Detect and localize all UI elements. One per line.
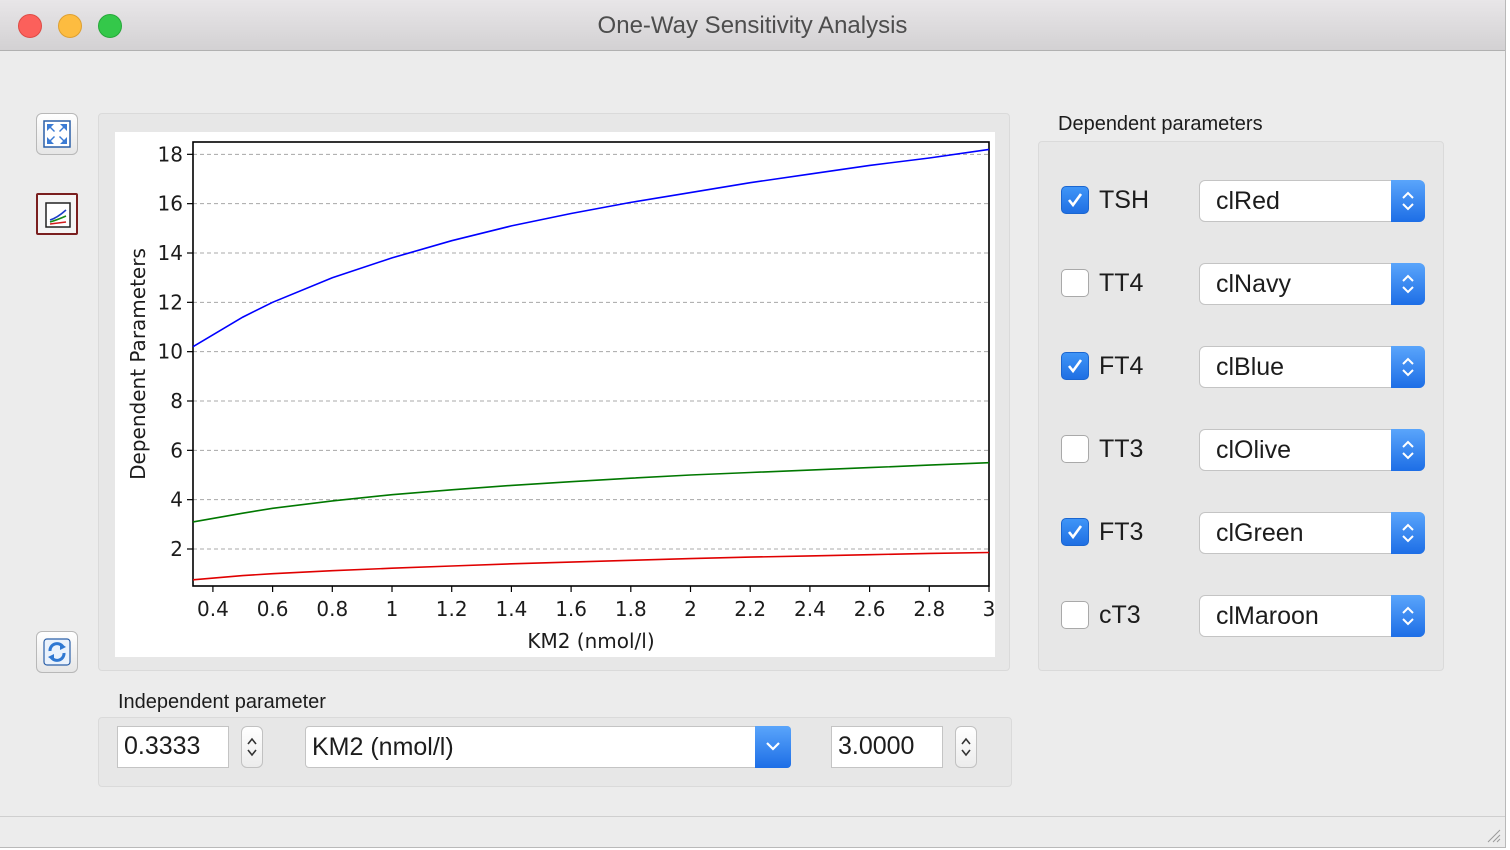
minimize-window-button[interactable] bbox=[58, 14, 82, 38]
x-tick-label: 2.2 bbox=[734, 597, 766, 621]
min-value-stepper[interactable] bbox=[241, 726, 263, 768]
zoom-window-button[interactable] bbox=[98, 14, 122, 38]
dependent-row-tsh: TSH clRed bbox=[1039, 180, 1443, 222]
checkbox-ft4[interactable] bbox=[1061, 352, 1089, 380]
color-select-value: clBlue bbox=[1216, 353, 1285, 381]
independent-parameter-value: KM2 (nmol/l) bbox=[312, 733, 454, 761]
stepper-icon bbox=[247, 737, 257, 757]
independent-parameter-panel: 0.3333 KM2 (nmol/l) 3.0000 bbox=[98, 717, 1012, 787]
chart-icon bbox=[45, 202, 71, 228]
checkbox-tt3[interactable] bbox=[1061, 435, 1089, 463]
chevron-down-icon bbox=[755, 726, 791, 768]
color-select-ft4[interactable]: clBlue bbox=[1199, 346, 1425, 388]
color-select-value: clOlive bbox=[1216, 436, 1292, 464]
checkmark-icon bbox=[1067, 359, 1083, 374]
x-tick-label: 1.6 bbox=[555, 597, 587, 621]
close-window-button[interactable] bbox=[18, 14, 42, 38]
title-bar: One-Way Sensitivity Analysis bbox=[0, 0, 1505, 51]
chart-view-button[interactable] bbox=[36, 193, 78, 235]
checkbox-ct3[interactable] bbox=[1061, 601, 1089, 629]
chart-canvas: 2 4 6 8 10 12 14 16 18 0.4 0.6 0.8 1 1.2 1.4 1.6 1.8 2 2.2… bbox=[115, 132, 995, 657]
dependent-row-ft3: FT3 clGreen bbox=[1039, 512, 1443, 554]
independent-parameter-select[interactable]: KM2 (nmol/l) bbox=[305, 726, 791, 768]
series-line-0 bbox=[192, 148, 990, 348]
fullscreen-button[interactable] bbox=[36, 113, 78, 155]
plot-frame bbox=[192, 141, 990, 587]
dependent-row-tt4: TT4 clNavy bbox=[1039, 263, 1443, 305]
chart-panel: 2 4 6 8 10 12 14 16 18 0.4 0.6 0.8 1 1.2 1.4 1.6 1.8 2 2.2… bbox=[98, 113, 1010, 671]
dependent-parameters-label: Dependent parameters bbox=[1058, 113, 1263, 135]
dependent-row-tt3: TT3 clOlive bbox=[1039, 429, 1443, 471]
color-select-value: clNavy bbox=[1216, 270, 1292, 298]
y-tick-label: 16 bbox=[158, 192, 183, 216]
chevron-updown-icon bbox=[1391, 595, 1425, 637]
y-tick-label: 6 bbox=[170, 438, 183, 462]
series-line-1 bbox=[192, 461, 990, 523]
color-select-tt4[interactable]: clNavy bbox=[1199, 263, 1425, 305]
refresh-icon bbox=[43, 638, 71, 666]
max-value-stepper[interactable] bbox=[955, 726, 977, 768]
min-value-field[interactable]: 0.3333 bbox=[117, 726, 229, 768]
x-tick-label: 3 bbox=[983, 597, 995, 621]
x-tick-label: 2.6 bbox=[854, 597, 886, 621]
x-axis-label: KM2 (nmol/l) bbox=[527, 629, 654, 653]
color-select-tt3[interactable]: clOlive bbox=[1199, 429, 1425, 471]
dependent-label: TT3 bbox=[1099, 435, 1144, 463]
sensitivity-chart: 2 4 6 8 10 12 14 16 18 0.4 0.6 0.8 1 1.2 1.4 1.6 1.8 2 2.2… bbox=[126, 141, 995, 653]
checkmark-icon bbox=[1067, 525, 1083, 540]
dependent-label: FT3 bbox=[1099, 518, 1144, 546]
y-tick-label: 14 bbox=[158, 241, 183, 265]
chevron-updown-icon bbox=[1391, 429, 1425, 471]
fullscreen-icon bbox=[43, 120, 71, 148]
dependent-label: cT3 bbox=[1099, 601, 1141, 629]
max-value-field[interactable]: 3.0000 bbox=[831, 726, 943, 768]
independent-parameter-label: Independent parameter bbox=[118, 691, 326, 713]
color-select-value: clGreen bbox=[1216, 519, 1304, 547]
x-tick-label: 2.8 bbox=[913, 597, 945, 621]
color-select-tsh[interactable]: clRed bbox=[1199, 180, 1425, 222]
y-tick-label: 2 bbox=[170, 537, 183, 561]
x-tick-label: 0.6 bbox=[257, 597, 289, 621]
x-tick-label: 2.4 bbox=[794, 597, 826, 621]
color-select-value: clMaroon bbox=[1216, 602, 1319, 630]
window-content: 2 4 6 8 10 12 14 16 18 0.4 0.6 0.8 1 1.2 1.4 1.6 1.8 2 2.2… bbox=[0, 51, 1505, 817]
series-line-2 bbox=[192, 551, 990, 581]
x-tick-label: 1 bbox=[386, 597, 399, 621]
checkmark-icon bbox=[1067, 193, 1083, 208]
dependent-parameters-panel: TSH clRed TT4 clNavy FT4 clBlue TT3 clOlive FT3 c… bbox=[1038, 141, 1444, 671]
chevron-updown-icon bbox=[1391, 263, 1425, 305]
checkbox-tsh[interactable] bbox=[1061, 186, 1089, 214]
chevron-updown-icon bbox=[1391, 512, 1425, 554]
refresh-button[interactable] bbox=[36, 631, 78, 673]
window-title: One-Way Sensitivity Analysis bbox=[597, 12, 908, 39]
dependent-label: FT4 bbox=[1099, 352, 1144, 380]
x-tick-label: 1.4 bbox=[495, 597, 527, 621]
y-axis-label: Dependent Parameters bbox=[126, 248, 150, 480]
checkbox-ft3[interactable] bbox=[1061, 518, 1089, 546]
dependent-label: TSH bbox=[1099, 186, 1149, 214]
x-tick-label: 0.4 bbox=[197, 597, 229, 621]
x-tick-label: 0.8 bbox=[316, 597, 348, 621]
y-tick-label: 12 bbox=[158, 290, 183, 314]
y-tick-label: 18 bbox=[158, 142, 183, 166]
chevron-updown-icon bbox=[1391, 346, 1425, 388]
color-select-value: clRed bbox=[1216, 187, 1280, 215]
dependent-row-ct3: cT3 clMaroon bbox=[1039, 595, 1443, 637]
y-tick-label: 4 bbox=[170, 488, 183, 512]
x-tick-label: 1.2 bbox=[436, 597, 468, 621]
chevron-updown-icon bbox=[1391, 180, 1425, 222]
checkbox-tt4[interactable] bbox=[1061, 269, 1089, 297]
x-tick-label: 1.8 bbox=[615, 597, 647, 621]
status-bar bbox=[0, 816, 1505, 847]
x-tick-label: 2 bbox=[684, 597, 697, 621]
dependent-label: TT4 bbox=[1099, 269, 1144, 297]
stepper-icon bbox=[961, 737, 971, 757]
color-select-ct3[interactable]: clMaroon bbox=[1199, 595, 1425, 637]
dependent-row-ft4: FT4 clBlue bbox=[1039, 346, 1443, 388]
y-tick-label: 10 bbox=[158, 340, 183, 364]
color-select-ft3[interactable]: clGreen bbox=[1199, 512, 1425, 554]
resize-grip-icon[interactable] bbox=[1483, 825, 1501, 843]
y-tick-label: 8 bbox=[170, 389, 183, 413]
